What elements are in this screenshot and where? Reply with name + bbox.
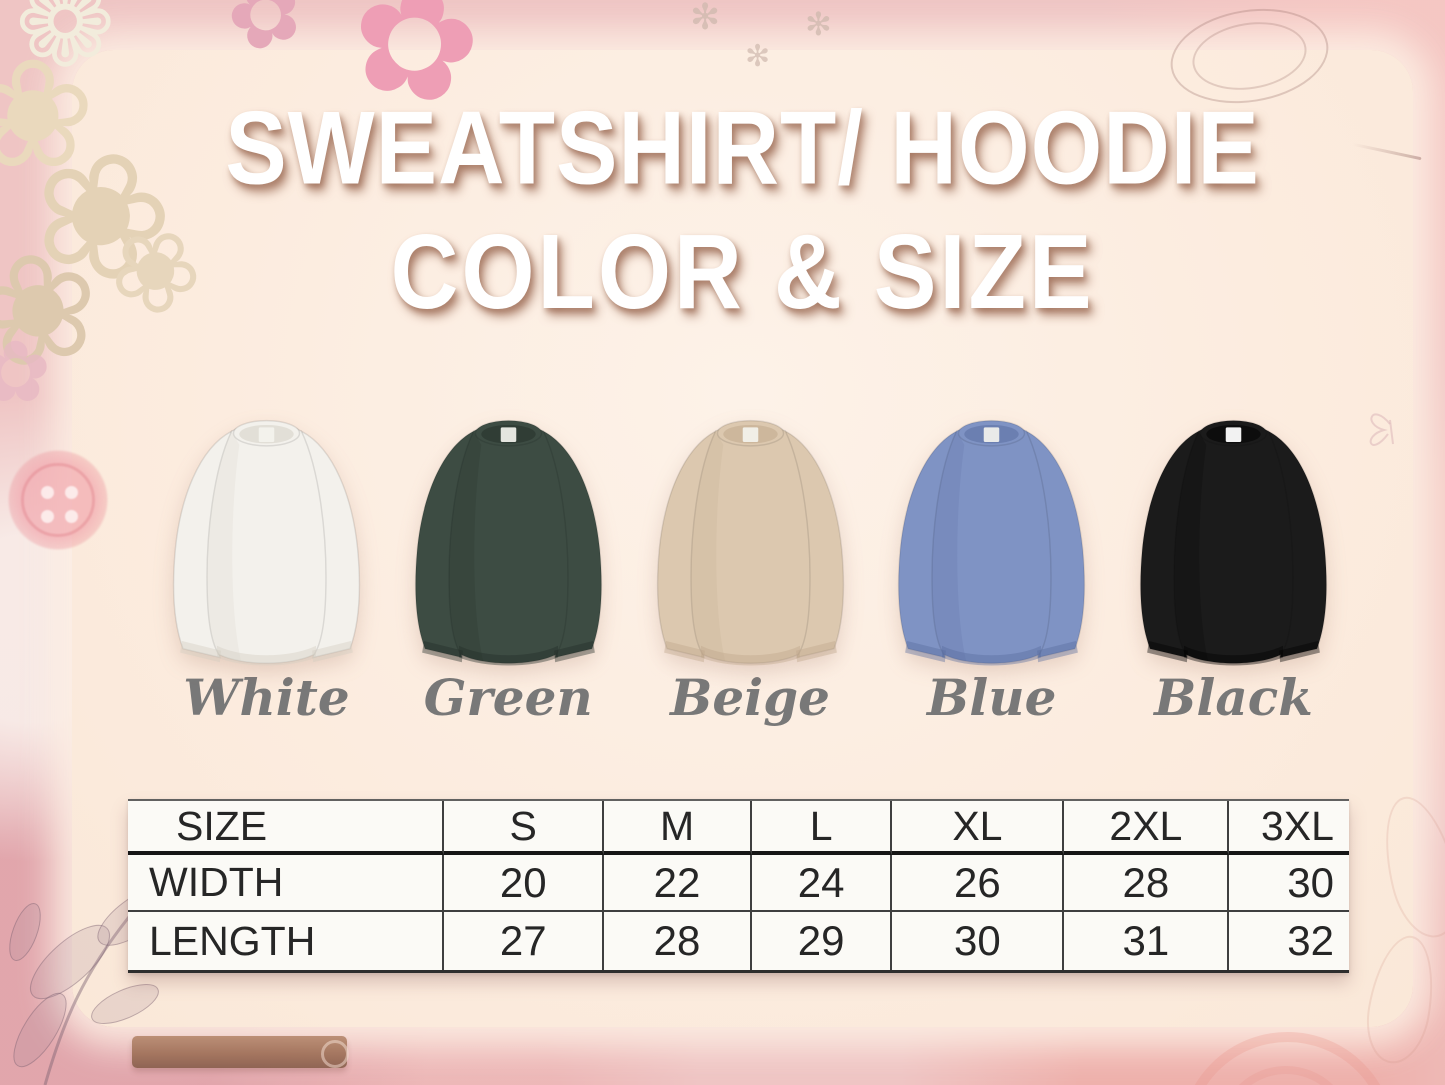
color-option-beige: Beige [634,408,867,727]
page-title: SWEATSHIRT/ HOODIE COLOR & SIZE [90,90,1395,333]
color-label: Beige [670,668,830,727]
sweatshirt-image [1139,419,1328,666]
size-chart-cell: 28 [1064,855,1230,912]
size-chart-row-label-length: LENGTH [128,912,445,970]
color-label: Black [1154,668,1313,727]
button-hole [41,510,54,523]
color-option-green: Green [392,408,625,727]
size-chart-cell: 22 [604,855,752,912]
button-hole [41,486,54,499]
size-chart-cell: 28 [604,912,752,970]
size-chart-cell: 31 [1064,912,1230,970]
size-chart-header-s: S [444,801,605,855]
size-chart-cell: 30 [892,912,1065,970]
title-line-1: SWEATSHIRT/ HOODIE [225,91,1260,207]
size-chart-header-3xl: 3XL [1229,801,1349,855]
color-label: Green [423,668,593,727]
color-option-blue: Blue [875,408,1108,727]
size-chart-header-2xl: 2XL [1064,801,1230,855]
size-chart-header-m: M [604,801,752,855]
measuring-scroll-icon [132,1036,349,1068]
collar-tag [742,427,758,442]
collar-tag [983,427,1000,442]
color-option-black: Black [1117,408,1350,727]
size-chart-header-size: SIZE [128,801,445,855]
collar-tag [258,427,275,442]
size-chart-cell: 26 [892,855,1065,912]
size-chart-row-label-width: WIDTH [128,855,445,912]
size-chart-cell: 27 [444,912,605,970]
sweatshirt-image [414,419,602,666]
collar-tag [500,427,517,442]
collar-tag [1225,427,1242,442]
size-chart-table: SIZE S M L XL 2XL 3XL WIDTH 20 22 24 26 … [128,799,1349,973]
blossom-icon: ✿ [0,323,52,422]
sweatshirt-image [656,419,844,666]
sweatshirt-image [898,419,1086,666]
size-chart-cell: 32 [1287,917,1334,964]
watercolor-arc [1218,1066,1354,1085]
color-options-row: White Green [150,408,1350,727]
size-chart-cell: 30 [1229,855,1349,912]
size-chart-cell: 20 [444,855,605,912]
sprig-icon: ✻ [690,0,721,38]
size-chart-header-xl: XL [892,801,1065,855]
sweatshirt-image [172,419,361,666]
size-chart-header-l: L [751,801,893,855]
watercolor-arc [1180,1032,1395,1085]
size-chart-cell: 29 [752,912,893,970]
sprig-icon: ✻ [805,5,832,43]
color-option-white: White [150,408,383,727]
color-label: Blue [927,668,1057,727]
color-label: White [183,668,350,727]
size-chart-cell: 24 [751,855,893,912]
title-line-2: COLOR & SIZE [390,212,1095,331]
